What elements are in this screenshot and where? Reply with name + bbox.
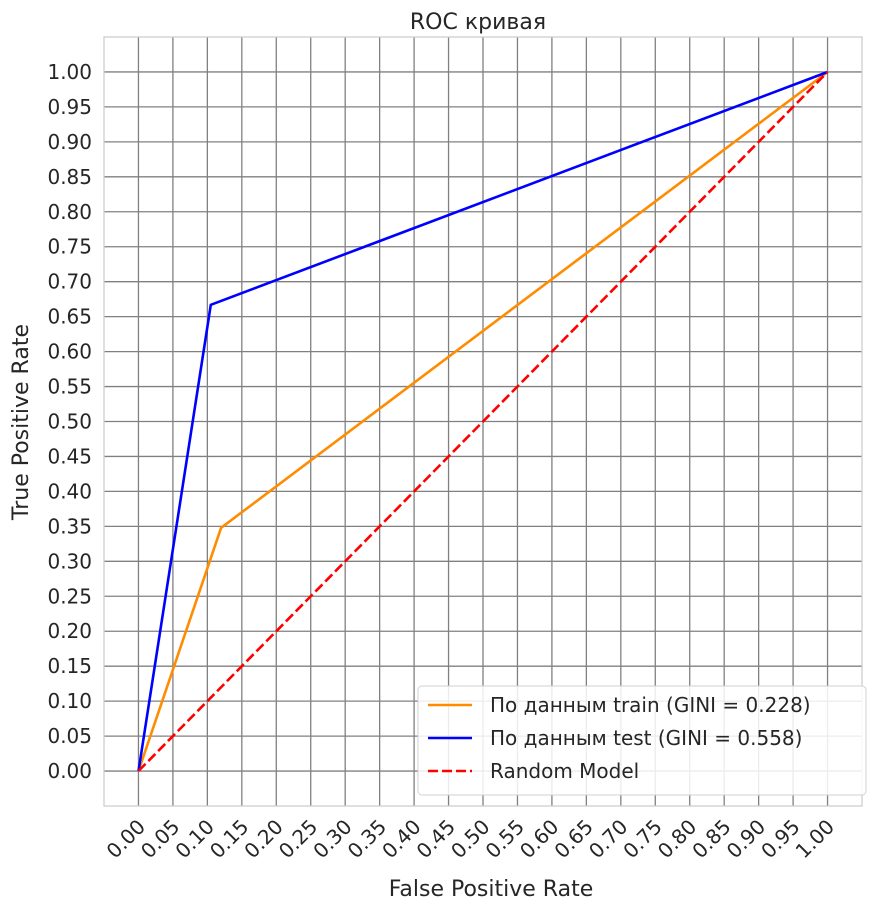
y-tick-label: 0.40	[47, 479, 92, 503]
y-tick-label: 0.45	[47, 444, 92, 468]
series-line-2	[137, 71, 829, 772]
y-tick-label: 0.95	[47, 95, 92, 119]
y-tick-label: 0.25	[47, 584, 92, 608]
x-tick-labels: 0.000.050.100.150.200.250.300.350.400.45…	[102, 815, 840, 863]
y-tick-label: 0.20	[47, 619, 92, 643]
y-tick-label: 0.75	[47, 235, 92, 259]
y-tick-label: 0.90	[47, 130, 92, 154]
legend-entry: По данным train (GINI = 0.228)	[490, 693, 811, 717]
y-tick-label: 0.00	[47, 759, 92, 783]
legend: По данным train (GINI = 0.228) По данным …	[417, 685, 867, 796]
legend-entry: По данным test (GINI = 0.558)	[490, 726, 802, 750]
x-tick-label: 1.00	[791, 815, 839, 863]
legend-entry: Random Model	[490, 759, 639, 783]
y-tick-label: 0.30	[47, 549, 92, 573]
series-line-1	[137, 70, 828, 772]
y-tick-label: 1.00	[47, 60, 92, 84]
y-tick-label: 0.85	[47, 165, 92, 189]
series-lines	[137, 70, 829, 772]
y-tick-label: 0.10	[47, 689, 92, 713]
y-tick-label: 0.50	[47, 410, 92, 434]
y-tick-label: 0.60	[47, 340, 92, 364]
y-tick-labels: 0.00 0.05 0.10 0.15 0.20 0.25 0.30 0.35 0.40 0.45…	[47, 60, 92, 783]
y-tick-label: 0.15	[47, 654, 92, 678]
y-tick-label: 0.55	[47, 375, 92, 399]
y-axis-label: True Positive Rate	[9, 324, 34, 521]
plot-frame	[103, 36, 863, 807]
legend-box	[417, 685, 867, 796]
x-axis-label: False Positive Rate	[389, 877, 593, 902]
series-line-0	[137, 70, 829, 772]
chart-title: ROC кривая	[410, 10, 546, 35]
y-tick-label: 0.70	[47, 270, 92, 294]
y-tick-label: 0.80	[47, 200, 92, 224]
y-tick-label: 0.65	[47, 305, 92, 329]
y-tick-label: 0.35	[47, 514, 92, 538]
y-tick-label: 0.05	[47, 724, 92, 748]
